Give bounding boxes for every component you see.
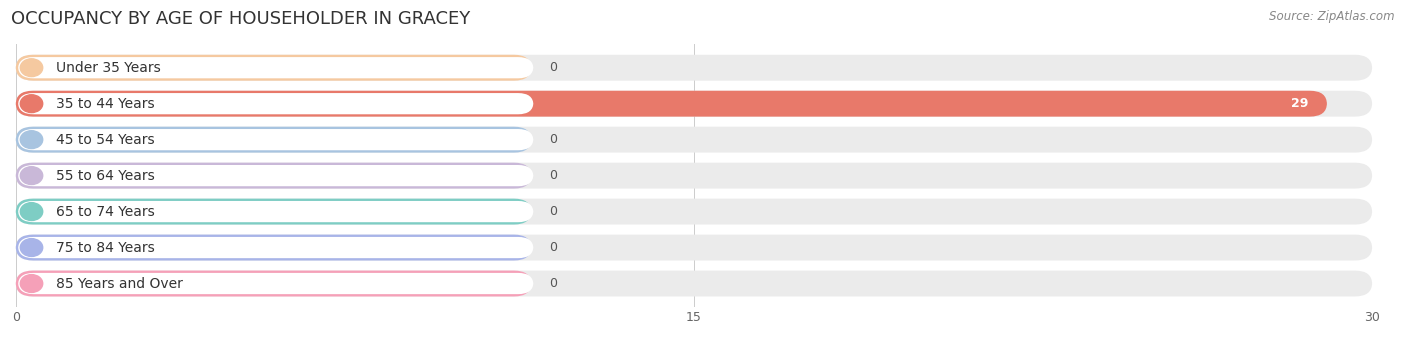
FancyBboxPatch shape: [15, 235, 531, 261]
Text: 45 to 54 Years: 45 to 54 Years: [56, 133, 155, 147]
Circle shape: [20, 95, 42, 113]
Circle shape: [20, 59, 42, 77]
FancyBboxPatch shape: [15, 91, 1372, 117]
Text: 0: 0: [550, 277, 557, 290]
Circle shape: [20, 275, 42, 293]
Text: 0: 0: [550, 241, 557, 254]
FancyBboxPatch shape: [15, 55, 531, 81]
Text: 0: 0: [550, 61, 557, 74]
FancyBboxPatch shape: [15, 127, 1372, 152]
Text: 85 Years and Over: 85 Years and Over: [56, 277, 183, 291]
FancyBboxPatch shape: [18, 273, 533, 294]
FancyBboxPatch shape: [15, 163, 531, 189]
Text: 55 to 64 Years: 55 to 64 Years: [56, 168, 155, 183]
FancyBboxPatch shape: [15, 163, 1372, 189]
Text: OCCUPANCY BY AGE OF HOUSEHOLDER IN GRACEY: OCCUPANCY BY AGE OF HOUSEHOLDER IN GRACE…: [11, 10, 471, 28]
Circle shape: [20, 239, 42, 256]
Circle shape: [20, 203, 42, 221]
Text: 0: 0: [550, 205, 557, 218]
FancyBboxPatch shape: [18, 165, 533, 186]
FancyBboxPatch shape: [18, 129, 533, 150]
Circle shape: [20, 131, 42, 149]
FancyBboxPatch shape: [15, 235, 1372, 261]
FancyBboxPatch shape: [15, 270, 531, 296]
FancyBboxPatch shape: [15, 199, 531, 224]
FancyBboxPatch shape: [18, 93, 533, 114]
Circle shape: [20, 167, 42, 184]
Text: 75 to 84 Years: 75 to 84 Years: [56, 240, 155, 254]
Text: 35 to 44 Years: 35 to 44 Years: [56, 97, 155, 111]
FancyBboxPatch shape: [15, 199, 1372, 224]
FancyBboxPatch shape: [15, 127, 531, 152]
Text: 29: 29: [1292, 97, 1309, 110]
FancyBboxPatch shape: [18, 57, 533, 78]
FancyBboxPatch shape: [15, 270, 1372, 296]
FancyBboxPatch shape: [15, 55, 1372, 81]
Text: 0: 0: [550, 133, 557, 146]
Text: 65 to 74 Years: 65 to 74 Years: [56, 205, 155, 219]
Text: 0: 0: [550, 169, 557, 182]
Text: Under 35 Years: Under 35 Years: [56, 61, 162, 75]
FancyBboxPatch shape: [18, 237, 533, 258]
FancyBboxPatch shape: [18, 201, 533, 222]
FancyBboxPatch shape: [15, 91, 1327, 117]
Text: Source: ZipAtlas.com: Source: ZipAtlas.com: [1270, 10, 1395, 23]
